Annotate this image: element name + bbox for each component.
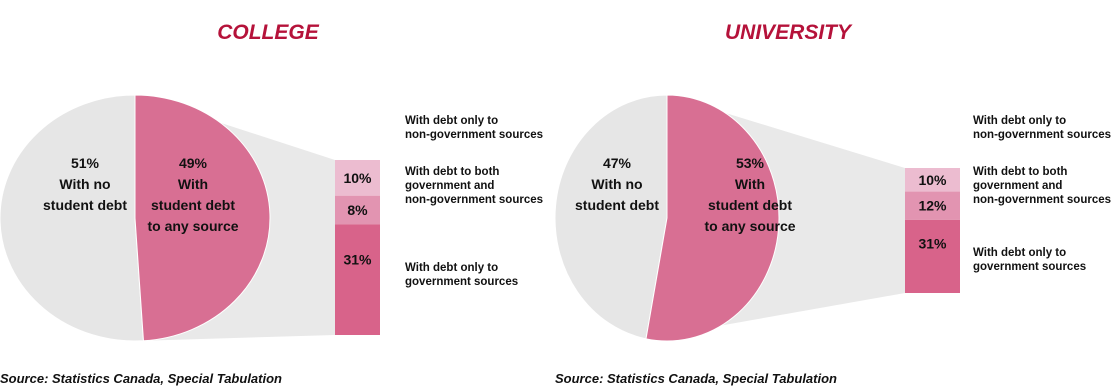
slice-label-line: to any source: [704, 218, 795, 234]
slice-label-line: student debt: [151, 197, 235, 213]
breakdown-segment: [335, 195, 380, 225]
breakdown-annotation: With debt to both government and non-gover…: [973, 166, 1111, 206]
source-note: Source: Statistics Canada, Special Tabul…: [555, 371, 837, 386]
slice-label-line: student debt: [708, 197, 792, 213]
slice-label-with-debt: 53% With student debt to any source: [704, 155, 795, 234]
college-panel: COLLEGE 51% With no student debt 49% With stud…: [0, 21, 543, 386]
annotation-line: With debt to both: [973, 166, 1067, 178]
slice-label-line: With no: [591, 176, 642, 192]
slice-label-line: With: [735, 176, 765, 192]
breakdown-annotation: With debt only to government sources: [405, 262, 518, 288]
slice-label-line: 47%: [603, 155, 632, 171]
breakdown-annotation: With debt only to non-government sources: [973, 115, 1111, 141]
breakdown-segment: [905, 168, 960, 192]
slice-label-line: student debt: [575, 197, 659, 213]
chart-title: COLLEGE: [217, 21, 319, 44]
chart-title: UNIVERSITY: [725, 21, 853, 44]
annotation-line: non-government sources: [973, 194, 1111, 206]
breakdown-segment: [335, 160, 380, 196]
breakdown-value-label: 8%: [347, 202, 368, 218]
annotation-line: government and: [405, 180, 494, 192]
pie-slice-with-debt: [645, 94, 780, 342]
annotation-line: With debt to both: [405, 166, 499, 178]
annotation-line: government sources: [405, 276, 518, 288]
annotation-line: With debt only to: [973, 247, 1066, 259]
breakdown-value-label: 10%: [918, 172, 947, 188]
slice-label-line: With no: [59, 176, 110, 192]
slice-label-line: With: [178, 176, 208, 192]
breakdown-annotation: With debt only to non-government sources: [405, 115, 543, 141]
annotation-line: non-government sources: [405, 194, 543, 206]
breakdown-segment: [905, 191, 960, 220]
annotation-line: With debt only to: [405, 115, 498, 127]
slice-label-line: to any source: [147, 218, 238, 234]
breakdown-value-label: 31%: [343, 252, 372, 268]
slice-label-no-debt: 51% With no student debt: [43, 155, 127, 213]
annotation-line: government sources: [973, 261, 1086, 273]
breakdown-annotation: With debt only to government sources: [973, 247, 1086, 273]
annotation-line: government and: [973, 180, 1062, 192]
pie-slice-no-debt: [554, 94, 668, 340]
breakdown-segment: [905, 219, 960, 293]
slice-label-line: student debt: [43, 197, 127, 213]
annotation-line: With debt only to: [405, 262, 498, 274]
slice-label-with-debt: 49% With student debt to any source: [147, 155, 238, 234]
slice-label-line: 51%: [71, 155, 100, 171]
university-panel: UNIVERSITY 47% With no student debt 53% With s…: [554, 21, 1111, 386]
annotation-line: non-government sources: [973, 129, 1111, 141]
breakdown-value-label: 12%: [918, 198, 947, 214]
annotation-line: non-government sources: [405, 129, 543, 141]
slice-label-no-debt: 47% With no student debt: [575, 155, 659, 213]
annotation-line: With debt only to: [973, 115, 1066, 127]
pie-slice-no-debt: [0, 94, 145, 342]
breakdown-value-label: 10%: [343, 170, 372, 186]
breakdown-segment: [335, 224, 380, 335]
pie-slice-with-debt: [134, 94, 271, 342]
breakdown-value-label: 31%: [918, 235, 947, 251]
source-note: Source: Statistics Canada, Special Tabul…: [0, 371, 282, 386]
slice-label-line: 49%: [179, 155, 208, 171]
slice-label-line: 53%: [736, 155, 765, 171]
breakdown-annotation: With debt to both government and non-gover…: [405, 166, 543, 206]
